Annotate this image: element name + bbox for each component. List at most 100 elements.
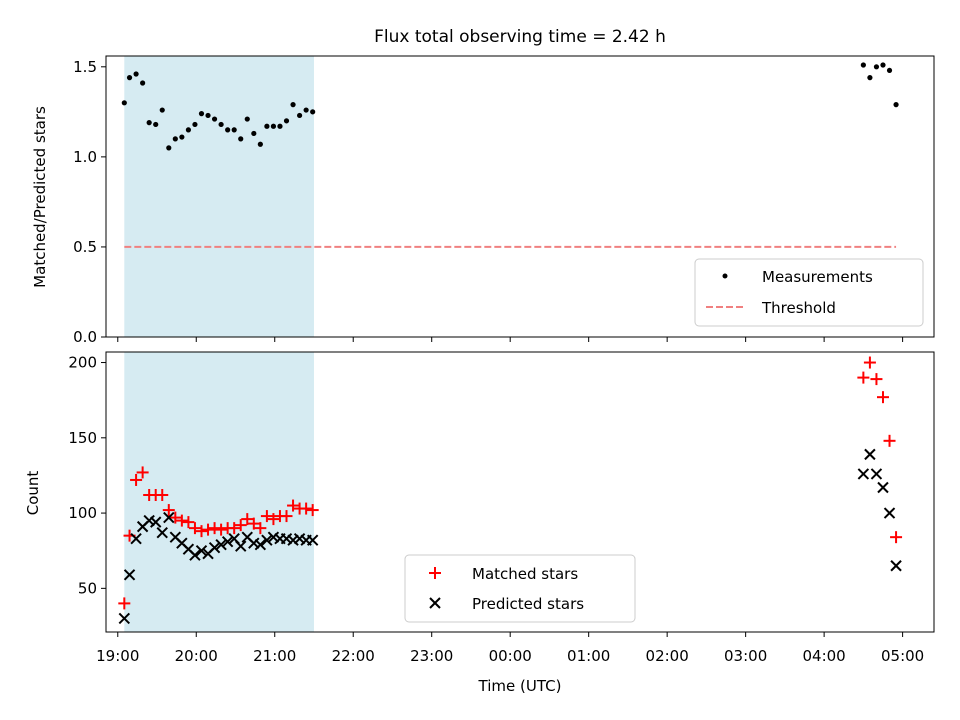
x-tick-label: 21:00: [253, 647, 296, 665]
top-legend: Measurements Threshold: [694, 258, 924, 327]
y-tick-label: 200: [68, 354, 97, 372]
matched-point: [175, 514, 188, 527]
measurement-point: [860, 62, 866, 68]
measurement-point: [290, 102, 296, 108]
measurement-point: [880, 62, 886, 68]
bottom-series-layer: [118, 356, 903, 625]
measurement-point: [264, 123, 270, 129]
matched-point: [883, 434, 896, 447]
measurement-point: [146, 120, 152, 126]
matched-point: [267, 513, 280, 526]
measurement-point: [231, 127, 237, 133]
predicted-point: [195, 545, 208, 557]
measurement-point: [244, 116, 250, 122]
matched-point: [857, 371, 870, 384]
y-tick-label: 50: [78, 579, 97, 597]
measurement-point: [283, 118, 290, 124]
predicted-point: [864, 448, 876, 461]
y-tick-label: 100: [68, 504, 97, 522]
x-tick-label: 23:00: [410, 647, 453, 665]
top-y-axis: 0.0 0.5 1.0 1.5: [73, 58, 106, 346]
legend-matched-marker: [429, 567, 441, 579]
matched-point: [162, 504, 175, 517]
measurement-point: [218, 121, 224, 128]
bottom-legend-box: [404, 554, 636, 623]
measurement-point: [277, 123, 283, 129]
predicted-point: [254, 538, 267, 551]
matched-point: [130, 473, 143, 486]
matched-point: [228, 522, 241, 535]
matched-point: [188, 522, 201, 535]
measurement-point: [166, 145, 172, 151]
measurement-point: [121, 100, 127, 106]
matched-point: [863, 356, 876, 369]
y-tick-label: 0.5: [73, 238, 97, 256]
x-tick-label: 04:00: [803, 647, 846, 665]
measurement-point: [159, 107, 165, 113]
legend-measurements-label: Measurements: [762, 268, 873, 286]
x-axis-label: Time (UTC): [478, 677, 562, 695]
x-tick-label: 01:00: [567, 647, 610, 665]
measurement-point: [205, 112, 211, 119]
matched-point: [306, 504, 319, 517]
y-tick-label: 1.0: [73, 148, 97, 166]
legend-measurements-marker: [722, 273, 728, 279]
bottom-y-axis-label: Count: [24, 471, 42, 516]
matched-point: [870, 373, 883, 386]
legend-matched-label: Matched stars: [472, 565, 578, 583]
y-tick-label: 150: [68, 429, 97, 447]
matched-point: [247, 517, 260, 530]
predicted-point: [857, 468, 870, 480]
predicted-point: [123, 569, 136, 581]
measurement-point: [192, 121, 198, 128]
matched-point: [241, 513, 254, 526]
matched-point: [280, 510, 293, 523]
predicted-point: [215, 538, 227, 551]
matched-point: [300, 502, 313, 515]
top-series-layer: [121, 62, 899, 248]
x-tick-label: 19:00: [96, 647, 139, 665]
matched-point: [876, 391, 889, 404]
predicted-point: [261, 534, 273, 546]
measurement-point: [140, 80, 146, 86]
matched-point: [260, 510, 273, 523]
predicted-point: [221, 535, 234, 548]
measurement-point: [303, 107, 309, 113]
predicted-point: [149, 516, 162, 528]
predicted-point: [235, 540, 247, 552]
predicted-point: [130, 532, 142, 545]
matched-point: [254, 522, 267, 535]
measurement-point: [238, 136, 244, 142]
measurement-point: [225, 127, 231, 133]
measurement-point: [172, 136, 178, 142]
bottom-axes-frame: [105, 351, 935, 633]
bottom-panel: 50 100 150 200 19:00 20:00 21:00 22:00 23:00 00:…: [24, 351, 935, 695]
measurement-point: [126, 75, 133, 81]
x-tick-label: 00:00: [489, 647, 532, 665]
x-tick-label: 05:00: [881, 647, 924, 665]
x-tick-label: 22:00: [332, 647, 375, 665]
x-tick-label: 20:00: [175, 647, 218, 665]
matched-point: [182, 516, 195, 529]
legend-predicted-marker: [429, 597, 441, 609]
matched-point: [156, 489, 169, 502]
matched-point: [287, 499, 300, 512]
predicted-point: [208, 541, 221, 554]
matched-point: [208, 522, 221, 535]
top-x-ticks: [117, 337, 904, 342]
bottom-shaded-region: [124, 352, 314, 632]
matched-point: [215, 523, 228, 536]
shaded-window: [124, 352, 314, 632]
measurement-point: [886, 67, 893, 74]
measurement-point: [893, 102, 899, 108]
measurement-point: [296, 112, 303, 119]
predicted-point: [870, 468, 883, 480]
shaded-window: [124, 56, 314, 337]
top-y-axis-label: Matched/Predicted stars: [31, 106, 49, 288]
bottom-y-axis: 50 100 150 200: [68, 354, 106, 597]
matched-point: [195, 525, 208, 538]
y-tick-label: 0.0: [73, 328, 97, 346]
matched-point: [890, 531, 903, 544]
measurement-point: [198, 111, 205, 117]
top-panel: 0.0 0.5 1.0 1.5 Matched/Predicted stars Mea…: [31, 55, 935, 346]
